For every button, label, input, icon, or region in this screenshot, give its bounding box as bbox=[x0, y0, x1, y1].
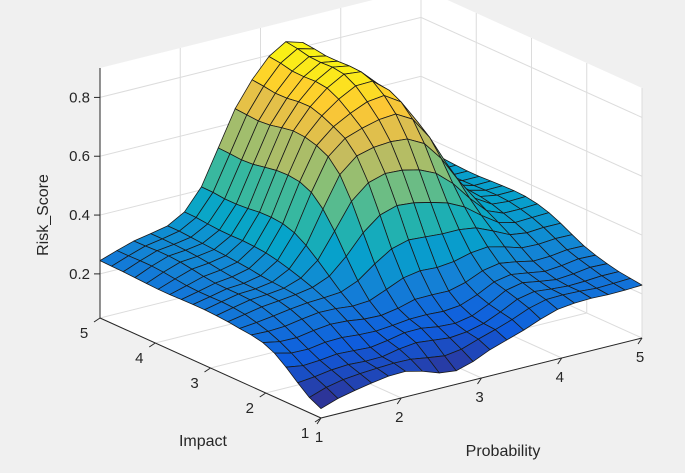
z-axis-title: Risk_Score bbox=[35, 174, 52, 256]
y-tick-mark bbox=[204, 367, 211, 373]
y-tick-mark bbox=[314, 417, 322, 423]
z-tick-label: 0.4 bbox=[69, 207, 90, 224]
z-tick-label: 0.8 bbox=[69, 89, 90, 106]
y-tick-label: 5 bbox=[80, 325, 88, 342]
surface-mesh bbox=[99, 41, 643, 409]
x-tick-label: 2 bbox=[395, 409, 403, 426]
x-tick-mark bbox=[477, 377, 482, 385]
x-tick-label: 1 bbox=[315, 429, 323, 446]
x-tick-label: 3 bbox=[475, 389, 483, 406]
x-tick-mark bbox=[557, 357, 563, 365]
x-tick-label: 4 bbox=[556, 369, 564, 386]
y-tick-mark bbox=[148, 342, 156, 348]
z-tick-label: 0.2 bbox=[69, 266, 90, 283]
y-tick-label: 4 bbox=[135, 350, 143, 367]
y-tick-label: 2 bbox=[246, 400, 254, 417]
y-axis-title: Impact bbox=[179, 433, 228, 450]
x-tick-mark bbox=[637, 337, 643, 345]
y-tick-mark bbox=[259, 392, 267, 398]
y-tick-label: 1 bbox=[301, 425, 309, 442]
x-axis-title: Probability bbox=[466, 443, 541, 460]
axes-ticks: 1 2 3 4 5 1 2 3 4 5 0.2 0.4 0.6 0.8 bbox=[69, 89, 644, 446]
y-tick-label: 3 bbox=[190, 375, 198, 392]
x-tick-label: 5 bbox=[636, 349, 644, 366]
x-tick-mark bbox=[396, 397, 402, 405]
surface-patch bbox=[308, 386, 339, 409]
y-tick-mark bbox=[93, 317, 101, 323]
z-tick-label: 0.6 bbox=[69, 148, 90, 165]
